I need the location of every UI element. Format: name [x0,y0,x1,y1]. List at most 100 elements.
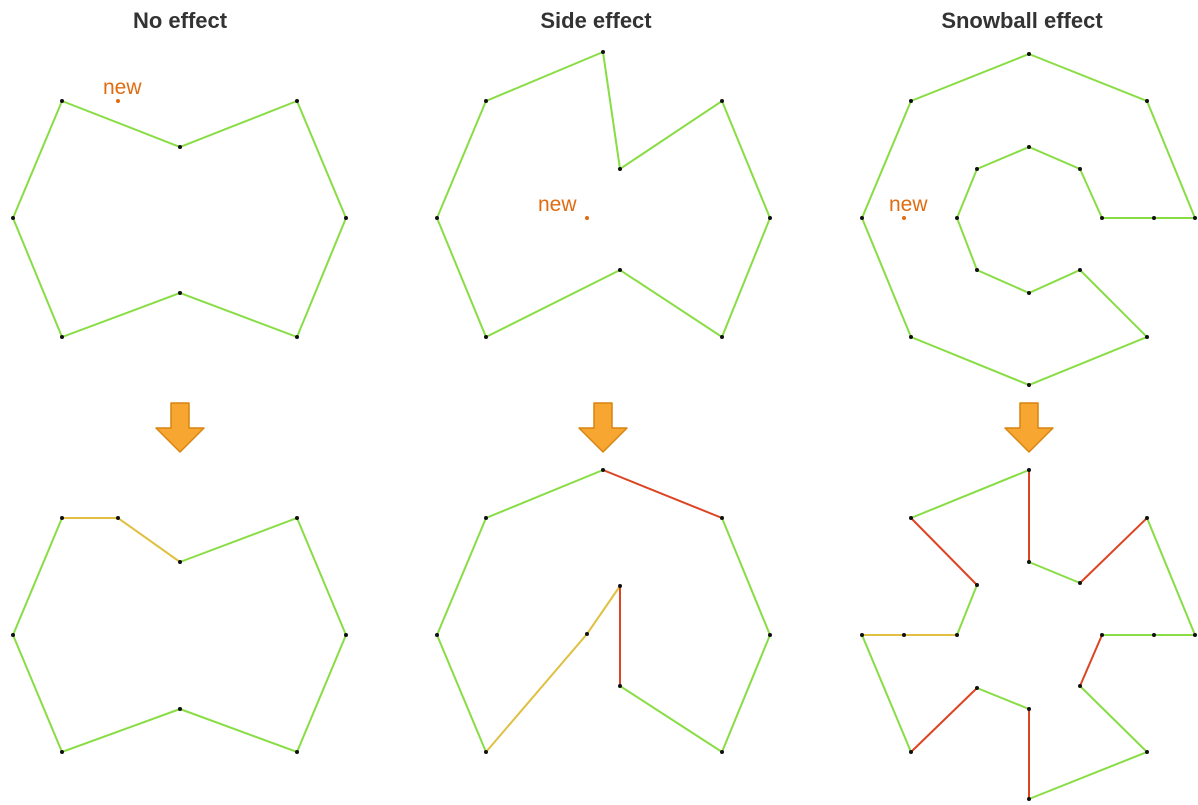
vertex [975,686,979,690]
arrow-down-icon [155,402,205,453]
vertex [344,633,348,637]
vertex [1100,633,1104,637]
unchanged-edges [11,516,348,754]
snowball-before-hull [860,52,1197,387]
vertex [1078,684,1082,688]
vertex [720,335,724,339]
vertex [60,750,64,754]
vertex [975,583,979,587]
title-snowball-effect: Snowball effect [941,8,1103,33]
vertex [295,335,299,339]
vertex [1152,633,1156,637]
vertex [909,750,913,754]
snowball-before-vertices [860,52,1197,387]
unchanged-edge [1079,685,1148,753]
vertex [768,216,772,220]
hull-outline [860,52,1197,387]
unchanged-edge [861,634,912,753]
vertex [60,516,64,520]
vertex [1027,560,1031,564]
no-effect-before-hull [11,99,348,339]
vertex [601,50,605,54]
new-point [116,99,120,103]
new-point-label: new [538,193,577,216]
vertex [902,633,906,637]
vertex [768,633,772,637]
vertex [1100,216,1104,220]
unchanged-edge [910,469,1030,519]
vertex [1078,581,1082,585]
vertex [909,335,913,339]
new-point-label: new [889,193,928,216]
no-effect-after-hull [11,516,348,754]
hull-outline [435,50,772,339]
arrow-down-icon [578,402,628,453]
vertex [1027,52,1031,56]
vertex [1193,216,1197,220]
arrow-down-icon [1004,402,1054,453]
vertex [435,216,439,220]
vertex [1145,99,1149,103]
vertex [720,99,724,103]
vertex [60,335,64,339]
removed-edge [910,517,978,586]
vertex [60,99,64,103]
vertex [484,335,488,339]
new-point [902,216,906,220]
vertex [601,468,605,472]
snowball-after-vertices [860,468,1197,801]
unchanged-edges [435,469,604,753]
side-effect-before-vertices [435,50,772,339]
vertex [1027,707,1031,711]
unchanged-edge [956,584,978,636]
vertex [909,516,913,520]
vertex [344,216,348,220]
vertex [178,145,182,149]
vertex [975,167,979,171]
side-effect-before-hull [435,50,772,339]
side-effect-after-hull [435,469,772,754]
vertex [720,516,724,520]
unchanged-edge [976,687,1030,710]
modified-edges [485,585,621,753]
vertex [955,216,959,220]
vertex [1027,797,1031,801]
side-effect-after-vertices [435,468,772,754]
vertex [295,99,299,103]
vertex [11,216,15,220]
vertex [1193,633,1197,637]
title-no-effect: No effect [132,8,228,33]
modified-edges [62,517,181,563]
title-side-effect: Side effect [540,8,652,33]
vertex [1027,291,1031,295]
vertex [295,516,299,520]
removed-edge [910,687,978,753]
vertex [618,584,622,588]
vertex [1145,750,1149,754]
unchanged-edge [1028,561,1081,584]
no-effect-before-vertices [11,99,348,339]
vertex [860,216,864,220]
no-effect-after-vertices [11,516,348,754]
new-point [585,216,589,220]
unchanged-edges [619,517,772,754]
vertex [435,633,439,637]
vertex [909,99,913,103]
vertex [1145,516,1149,520]
unchanged-edge [1146,517,1196,636]
hull-outline [11,99,348,339]
vertex [1027,468,1031,472]
vertex [178,707,182,711]
vertex [1078,167,1082,171]
vertex [585,632,589,636]
vertex [1078,268,1082,272]
new-point-label: new [103,76,142,99]
vertex [484,516,488,520]
vertex [955,633,959,637]
vertex [484,750,488,754]
vertex [1027,145,1031,149]
vertex [720,750,724,754]
vertex [618,684,622,688]
vertex [860,633,864,637]
